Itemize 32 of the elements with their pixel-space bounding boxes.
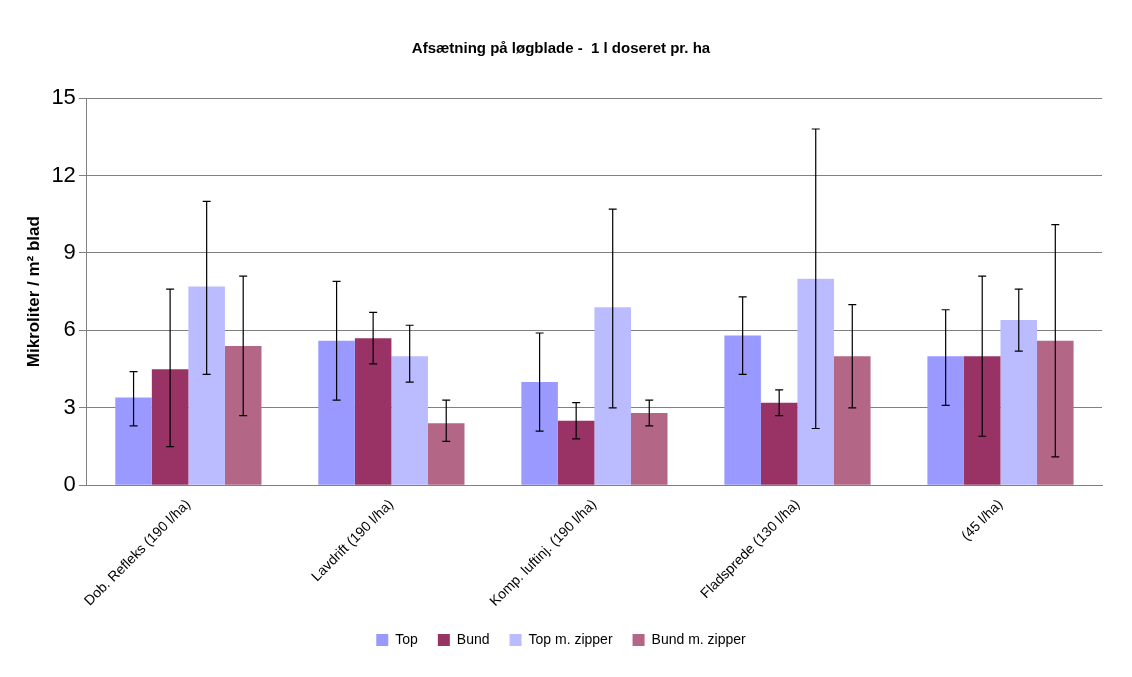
- bar: [630, 413, 668, 485]
- chart-title: Afsætning på løgblade - 1 l doseret pr. ha: [411, 39, 711, 57]
- bar: [151, 369, 189, 485]
- bar: [224, 345, 262, 485]
- bar: [927, 356, 964, 485]
- bar: [797, 278, 835, 485]
- y-tick-label: 3: [63, 393, 76, 419]
- bar: [354, 338, 392, 485]
- bar: [834, 356, 871, 485]
- bar: [391, 356, 428, 485]
- y-tick-label: 9: [63, 238, 76, 264]
- legend-label: Top m. zipper: [528, 630, 613, 647]
- bar: [521, 382, 558, 485]
- y-tick-label: 15: [51, 84, 76, 110]
- legend-label: Bund: [456, 630, 490, 647]
- y-axis-title: Mikroliter / m² blad: [23, 216, 43, 368]
- bar: [427, 423, 465, 485]
- bar: [1000, 320, 1038, 485]
- bar: [115, 397, 152, 485]
- bar: [963, 356, 1001, 485]
- bar: [1037, 340, 1074, 485]
- bar: [318, 340, 355, 485]
- bar: [557, 420, 595, 485]
- bar: [760, 402, 798, 485]
- y-tick-label: 0: [63, 471, 76, 497]
- bar: [188, 286, 225, 485]
- bar: [724, 335, 761, 485]
- y-tick-label: 6: [63, 316, 76, 342]
- y-tick-label: 12: [51, 161, 76, 187]
- legend-label: Top: [395, 630, 419, 647]
- bar: [594, 307, 631, 485]
- legend-label: Bund m. zipper: [651, 630, 747, 647]
